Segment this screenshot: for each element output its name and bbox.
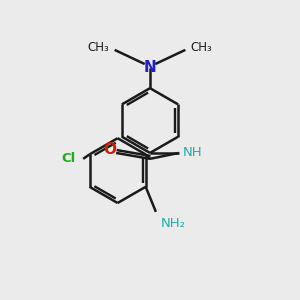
Text: NH₂: NH₂	[160, 217, 185, 230]
Text: Cl: Cl	[61, 152, 76, 165]
Text: N: N	[144, 60, 156, 75]
Text: CH₃: CH₃	[88, 41, 110, 54]
Text: O: O	[103, 142, 116, 158]
Text: CH₃: CH₃	[190, 41, 212, 54]
Text: NH: NH	[182, 146, 202, 159]
